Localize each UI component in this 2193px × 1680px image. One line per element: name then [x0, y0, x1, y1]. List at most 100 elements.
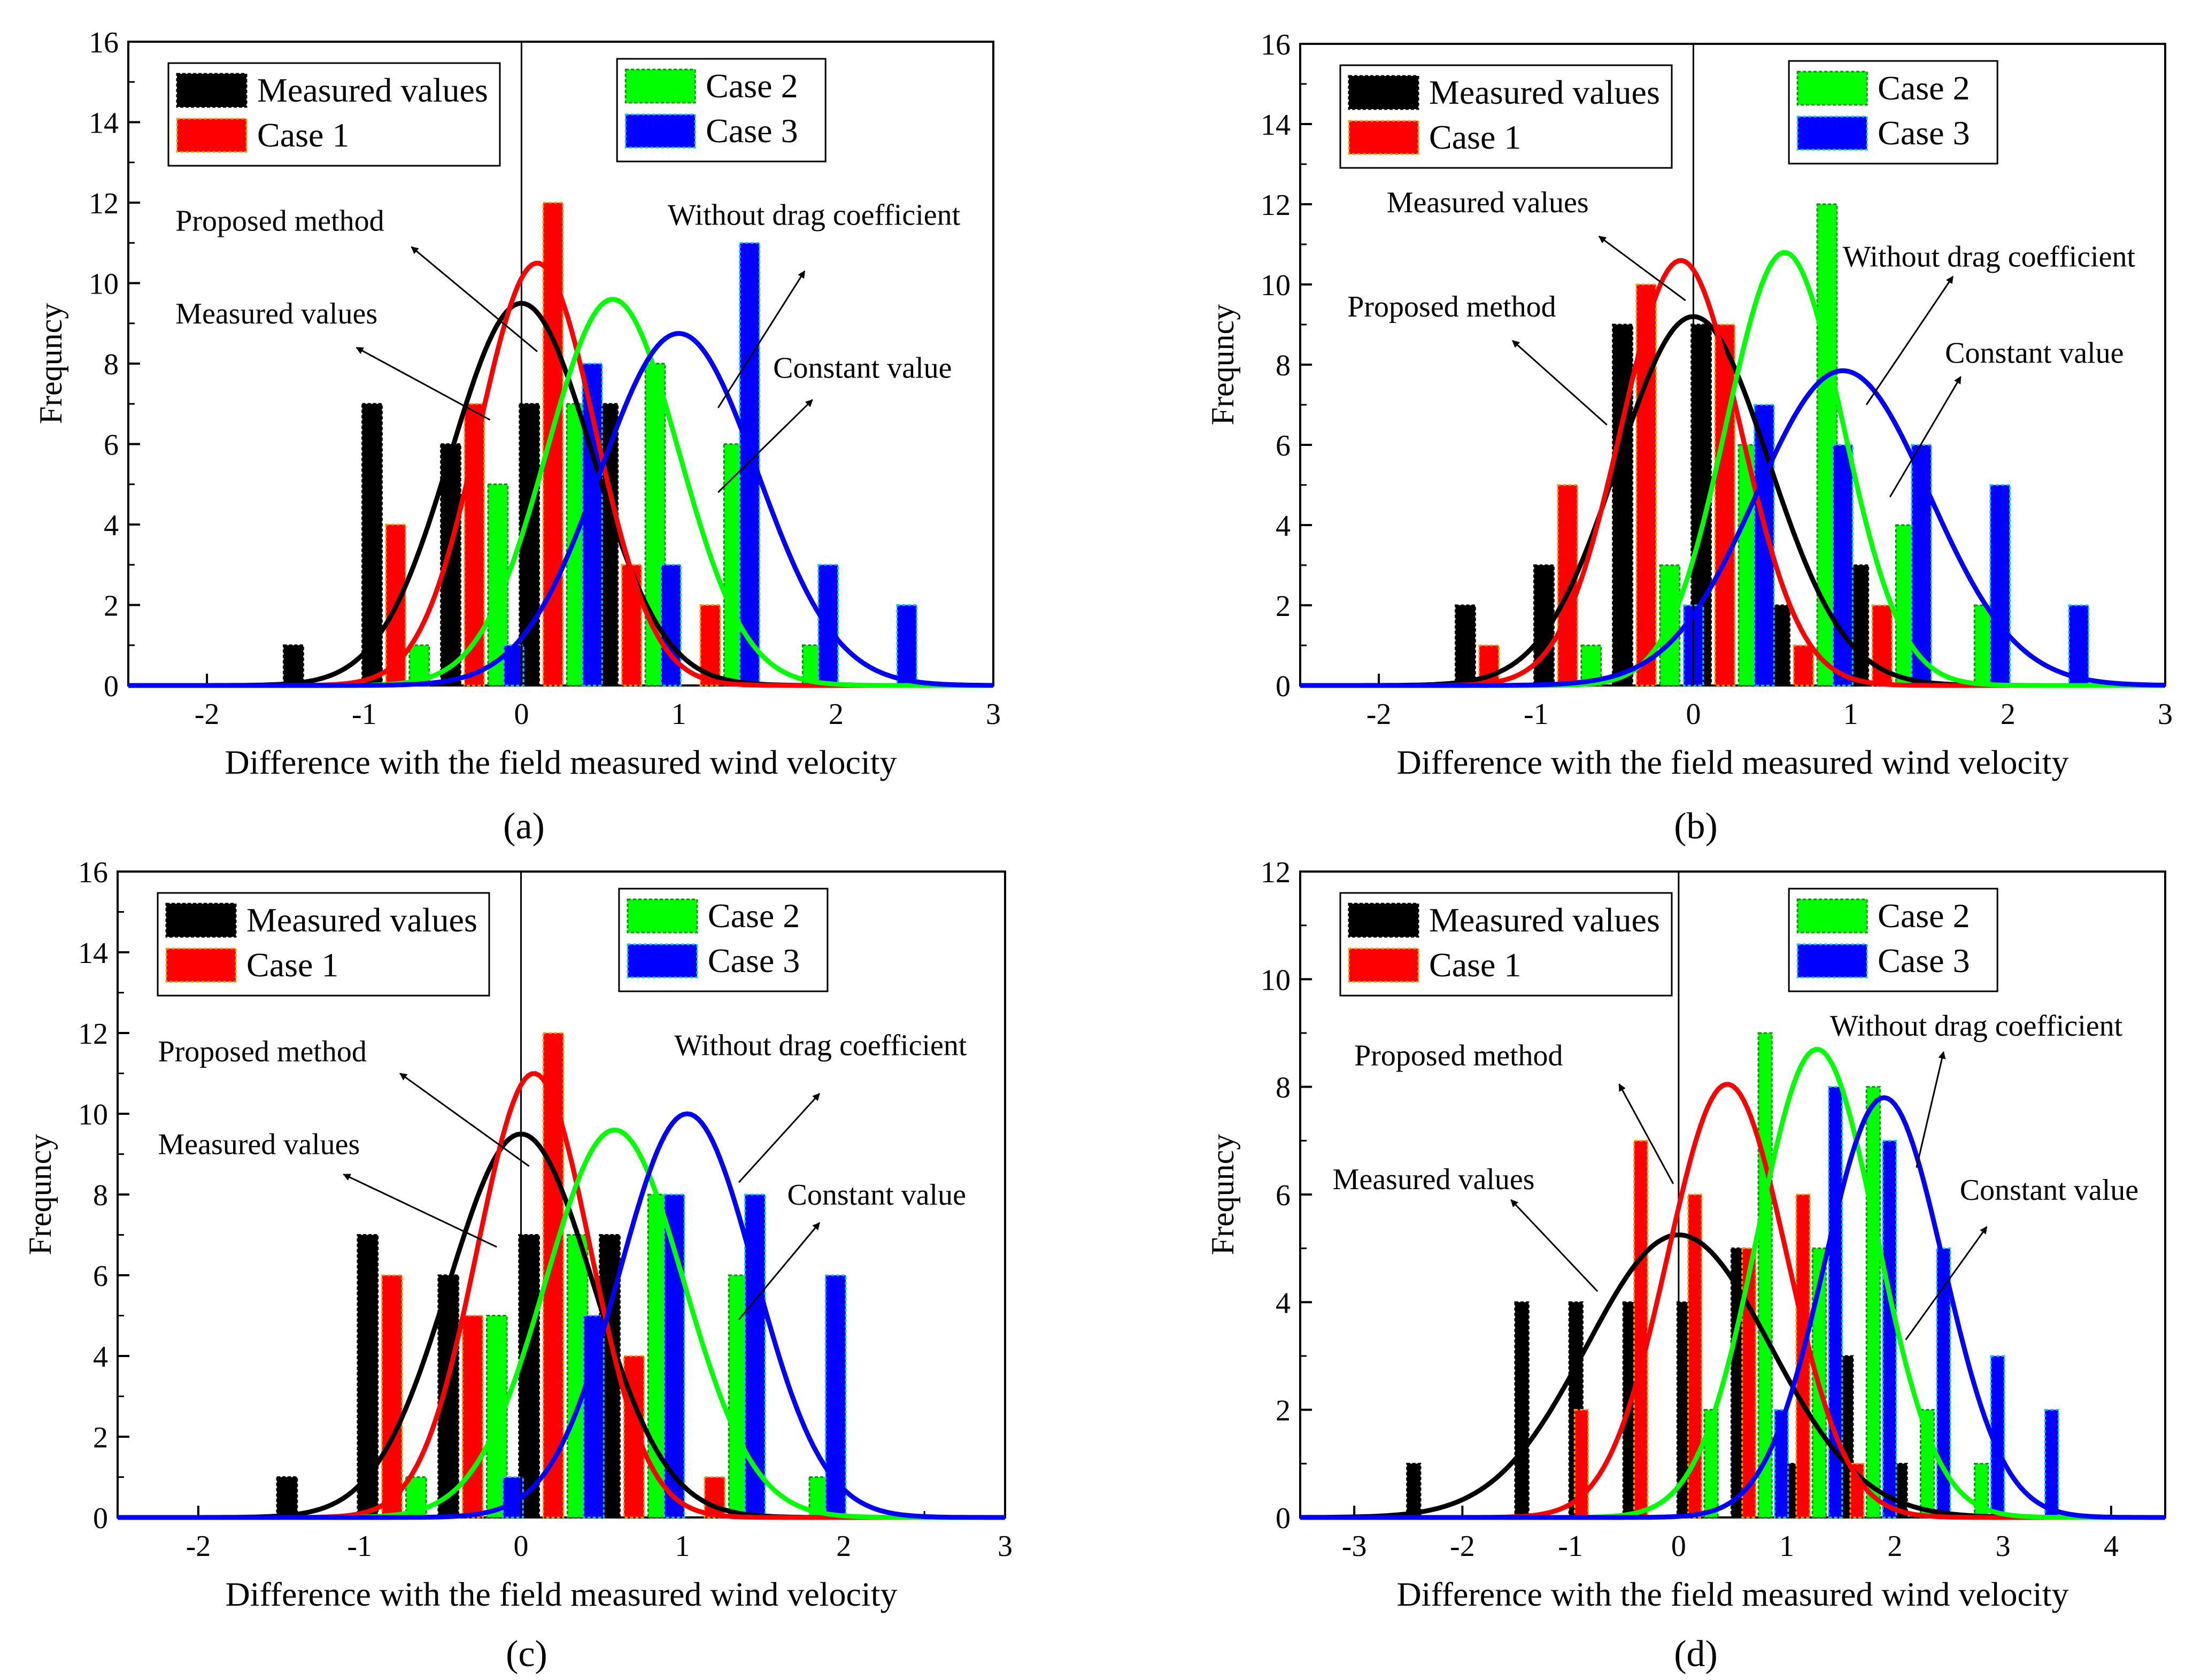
legend-label: Case 3: [706, 112, 798, 150]
y-tick-label: 10: [1261, 269, 1291, 302]
x-axis-label: Difference with the field measured wind …: [225, 743, 897, 781]
x-tick-label: -1: [352, 698, 377, 731]
bar-case3: [2044, 1409, 2059, 1519]
x-tick-label: -1: [1524, 698, 1549, 731]
annotation-label: Measured values: [158, 1128, 360, 1161]
y-tick-label: 2: [1276, 1394, 1291, 1428]
x-tick-label: 3: [1996, 1530, 2011, 1563]
annotation-label: Constant value: [1945, 336, 2123, 369]
annotation-label: Measured values: [1333, 1163, 1535, 1196]
y-tick-label: 6: [104, 429, 119, 462]
annotation-arrow: [1598, 235, 1686, 302]
bar-case1: [1633, 1139, 1649, 1519]
x-tick-label: 0: [1686, 698, 1701, 731]
bar-measured: [519, 403, 540, 687]
y-tick-label: 6: [93, 1260, 108, 1293]
legend: Case 2 Case 3: [1788, 60, 1998, 165]
legend-swatch-case2: [1796, 71, 1868, 106]
annotation-arrow: [738, 1093, 821, 1183]
bar-case3: [1989, 484, 2011, 687]
legend-label: Measured values: [246, 901, 477, 939]
y-tick-label: 6: [1276, 429, 1291, 463]
x-tick-label: 4: [2104, 1530, 2119, 1563]
legend: Measured values Case 1: [157, 892, 490, 997]
y-tick-label: 8: [1276, 1072, 1291, 1105]
annotation-arrow: [411, 246, 538, 352]
bar-case3: [896, 604, 918, 687]
y-tick-label: 2: [93, 1421, 108, 1454]
x-tick-label: 0: [514, 698, 529, 731]
annotation-label: Without drag coefficient: [1830, 1009, 2123, 1043]
x-tick-label: -1: [347, 1530, 372, 1563]
annotation-arrow: [1916, 1051, 1946, 1168]
y-tick-label: 4: [1276, 1286, 1291, 1320]
panel-caption: (b): [1674, 806, 1718, 847]
legend: Measured values Case 1: [1339, 64, 1673, 169]
y-tick-label: 2: [1276, 590, 1291, 623]
legend-label: Measured values: [1429, 73, 1660, 111]
annotation-arrow: [1905, 1226, 1988, 1340]
legend-label: Case 2: [1878, 69, 1970, 107]
x-tick-label: 0: [1671, 1530, 1686, 1563]
legend-swatch-case2: [1796, 898, 1868, 934]
annotation-label: Measured values: [175, 297, 377, 330]
y-axis-label: Frequncy: [33, 303, 68, 425]
annotation-label: Constant value: [787, 1178, 966, 1212]
x-tick-label: 3: [998, 1530, 1013, 1563]
annotation-label: Constant value: [773, 351, 952, 384]
legend-swatch-case1: [1348, 120, 1419, 155]
y-tick-label: 0: [104, 670, 119, 703]
legend-label: Case 3: [1878, 942, 1970, 980]
x-axis-label: Difference with the field measured wind …: [225, 1575, 897, 1613]
x-tick-label: 0: [514, 1530, 529, 1563]
bar-measured: [1612, 323, 1633, 687]
bar-case1: [461, 1315, 484, 1519]
annotation-label: Constant value: [1960, 1174, 2138, 1207]
bar-measured: [1406, 1462, 1422, 1519]
annotation-arrow: [399, 1073, 530, 1167]
annotation-arrow: [1510, 1199, 1599, 1292]
x-tick-label: 1: [671, 698, 686, 731]
legend: Case 2 Case 3: [618, 888, 829, 992]
legend: Measured values Case 1: [1339, 892, 1673, 997]
legend-swatch-case3: [1796, 943, 1868, 978]
legend-label: Case 3: [1878, 114, 1970, 152]
x-tick-label: -1: [1558, 1530, 1583, 1563]
legend-label: Case 2: [1878, 897, 1970, 935]
y-tick-label: 16: [89, 26, 119, 59]
legend-swatch-case1: [176, 118, 248, 153]
legend: Case 2 Case 3: [616, 58, 827, 163]
y-tick-label: 10: [1261, 964, 1291, 997]
bar-measured: [1455, 604, 1476, 687]
y-tick-label: 14: [89, 107, 119, 140]
legend-label: Case 2: [706, 67, 798, 105]
x-tick-label: 3: [986, 698, 1001, 731]
y-tick-label: 4: [1276, 510, 1291, 543]
curve-case3: [1300, 1095, 2165, 1520]
x-tick-label: -2: [186, 1530, 211, 1563]
annotation-label: Without drag coefficient: [1843, 240, 2136, 273]
legend-swatch-case3: [627, 943, 698, 978]
bar-measured: [1514, 1301, 1530, 1519]
annotation-label: Proposed method: [175, 205, 384, 238]
y-tick-label: 12: [1261, 189, 1291, 222]
bar-measured: [276, 1476, 298, 1519]
legend-swatch-case3: [1796, 115, 1868, 151]
legend: Case 2 Case 3: [1788, 888, 1998, 992]
bar-measured: [518, 1234, 540, 1519]
x-tick-label: 2: [829, 698, 844, 731]
bar-case1: [1635, 283, 1657, 687]
legend-label: Case 2: [708, 897, 800, 935]
panel-caption: (a): [503, 806, 545, 847]
x-tick-label: 1: [1843, 698, 1858, 731]
bar-case3: [660, 564, 682, 687]
x-tick-label: -2: [195, 698, 220, 731]
annotation-label: Without drag coefficient: [668, 198, 961, 232]
annotation-arrow: [717, 399, 813, 493]
bar-case3: [583, 1315, 605, 1519]
